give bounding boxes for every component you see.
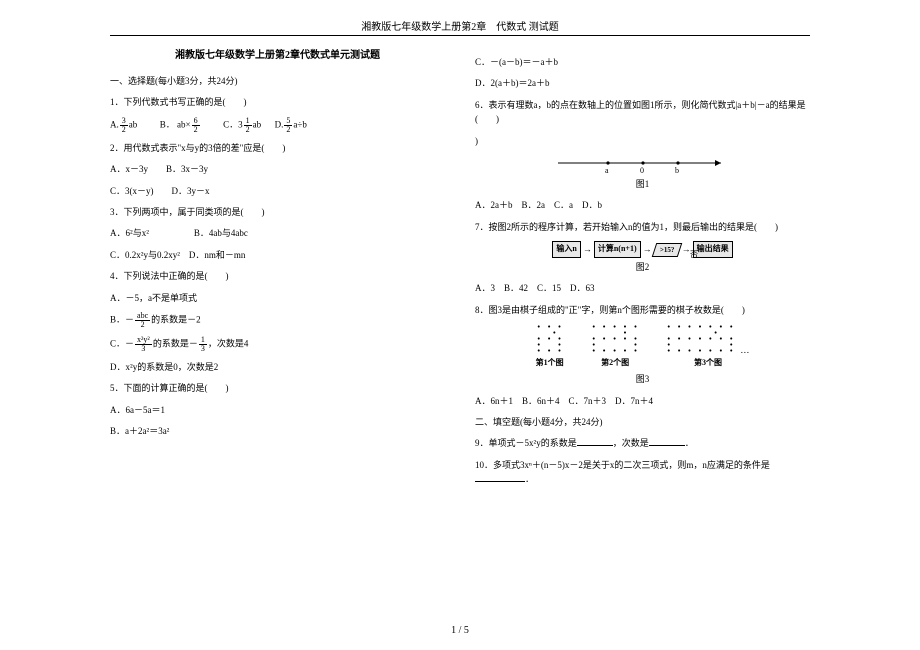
left-column: 湘教版七年级数学上册第2章代数式单元测试题 一、选择题(每小题3分，共24分) …	[110, 48, 445, 494]
doc-title: 湘教版七年级数学上册第2章代数式单元测试题	[110, 48, 445, 64]
zheng-figures: • • • • • • • • • • • • 第1个图 • • • • • •…	[475, 324, 810, 370]
q4: 4．下列说法中正确的是( )	[110, 269, 445, 283]
flow-no-label: 否	[690, 249, 698, 262]
content-area: 湘教版七年级数学上册第2章代数式单元测试题 一、选择题(每小题3分，共24分) …	[0, 36, 920, 494]
sp1	[140, 119, 158, 129]
q10-pre: 10．多项式3xⁿ＋(n－5)x－2是关于x的二次三项式，则m，n应满足的条件是	[475, 460, 770, 470]
zheng-1: • • • • • • • • • • • • 第1个图	[536, 324, 564, 370]
section-2-heading: 二、填空题(每小题4分，共24分)	[475, 415, 810, 429]
page-header: 湘教版七年级数学上册第2章 代数式 测试题	[0, 0, 920, 35]
q1-a-label: A.	[110, 119, 119, 129]
ellipsis: …	[740, 343, 749, 357]
q8: 8．图3是由棋子组成的"正"字，则第n个图形需要的棋子枚数是( )	[475, 303, 810, 317]
q2b: C．3(x－y) D．3y－x	[110, 184, 445, 198]
q1-c-label: C．3	[223, 119, 243, 129]
arrow-icon: →	[643, 242, 652, 256]
zheng-2-label: 第2个图	[592, 357, 639, 370]
q2a: A．x－3y B．3x－3y	[110, 162, 445, 176]
q1-options: A.32ab B． ab×62 C．312ab D.52a÷b	[110, 117, 445, 134]
svg-text:a: a	[605, 166, 609, 175]
q9-mid: ，次数是	[613, 438, 649, 448]
flow-calc: 计算n(n+1)	[594, 241, 641, 258]
q6: 6．表示有理数a，b的点在数轴上的位置如图1所示，则化简代数式|a＋b|－a的结…	[475, 98, 810, 127]
q4c-mid: 的系数是－	[153, 338, 198, 348]
sp3	[263, 119, 272, 129]
flow-cond: >15?	[651, 243, 682, 257]
q5b: B．a＋2a²＝3a²	[110, 424, 445, 438]
q4a: A．－5，a不是单项式	[110, 291, 445, 305]
q1-d-tail: a÷b	[293, 119, 306, 129]
q7: 7．按图2所示的程序计算，若开始输入n的值为1，则最后输出的结果是( )	[475, 220, 810, 234]
q5d: D．2(a＋b)＝2a＋b	[475, 76, 810, 90]
q1-b-label: B． ab×	[160, 119, 191, 129]
zheng-3-label: 第3个图	[667, 357, 750, 370]
q7a: A．3 B．42 C．15 D．63	[475, 281, 810, 295]
frac-5-2: 52	[284, 117, 292, 134]
q1-c-tail: ab	[253, 119, 262, 129]
q8a: A．6n＋1 B．6n＋4 C．7n＋3 D．7n＋4	[475, 394, 810, 408]
right-column: C．－(a－b)＝－a＋b D．2(a＋b)＝2a＋b 6．表示有理数a，b的点…	[475, 48, 810, 494]
svg-text:0: 0	[640, 166, 644, 175]
zheng-2: • • • • • • • • • • • • • • • • • • 第2个图	[592, 324, 639, 370]
q4c-pre: C．－	[110, 338, 134, 348]
page-number: 1 / 5	[0, 625, 920, 636]
q4d: D．x²y的系数是0，次数是2	[110, 360, 445, 374]
q4c: C．－x²y²3的系数是－13，次数是4	[110, 336, 445, 353]
q3b: C．0.2x²y与0.2xy² D．nm和－mn	[110, 248, 445, 262]
frac-3-2: 32	[120, 117, 128, 134]
q1-a-tail: ab	[129, 119, 138, 129]
q6-paren: )	[475, 134, 810, 148]
blank-field	[649, 436, 685, 446]
zheng-1-label: 第1个图	[536, 357, 564, 370]
frac-1-2: 12	[244, 117, 252, 134]
q2: 2．用代数式表示"x与y的3倍的差"应是( )	[110, 141, 445, 155]
zheng-3: • • • • • • • • • • • • • • • • • • • • …	[667, 324, 750, 370]
q5c: C．－(a－b)＝－a＋b	[475, 55, 810, 69]
sp2	[203, 119, 221, 129]
frac-6-2: 62	[192, 117, 200, 134]
flow-output: 输出结果	[693, 241, 733, 258]
q1: 1．下列代数式书写正确的是( )	[110, 95, 445, 109]
flowchart: 否 输入n → 计算n(n+1) → >15? → 输出结果	[475, 241, 810, 258]
q9: 9．单项式－5x²y的系数是 ，次数是 ．	[475, 436, 810, 450]
q9-post: ．	[685, 438, 694, 448]
blank-field	[577, 436, 613, 446]
blank-field	[475, 472, 525, 482]
q10: 10．多项式3xⁿ＋(n－5)x－2是关于x的二次三项式，则m，n应满足的条件是…	[475, 458, 810, 487]
section-1-heading: 一、选择题(每小题3分，共24分)	[110, 74, 445, 88]
q1-d-label: D.	[275, 119, 284, 129]
fig1-label: 图1	[475, 177, 810, 191]
frac-abc-2: abc2	[135, 312, 150, 329]
q6a: A．2a＋b B．2a C．a D．b	[475, 198, 810, 212]
fig3-label: 图3	[475, 372, 810, 386]
frac-1-3: 13	[199, 336, 207, 353]
q9-pre: 9．单项式－5x²y的系数是	[475, 438, 577, 448]
flow-input: 输入n	[552, 241, 580, 258]
q5a: A．6a－5a＝1	[110, 403, 445, 417]
q4c-post: ，次数是4	[208, 338, 249, 348]
q5: 5．下面的计算正确的是( )	[110, 381, 445, 395]
number-line: a 0 b	[553, 155, 733, 175]
arrow-icon: →	[583, 242, 592, 256]
fig2-label: 图2	[475, 260, 810, 274]
frac-x2y2-3: x²y²3	[135, 336, 152, 353]
q3: 3．下列两项中，属于同类项的是( )	[110, 205, 445, 219]
svg-text:b: b	[675, 166, 679, 175]
q4b: B．－abc2的系数是－2	[110, 312, 445, 329]
q10-post: ．	[525, 474, 534, 484]
q3a: A．6²与x² B．4ab与4abc	[110, 226, 445, 240]
q4b-pre: B．－	[110, 314, 134, 324]
q4b-post: 的系数是－2	[151, 314, 201, 324]
